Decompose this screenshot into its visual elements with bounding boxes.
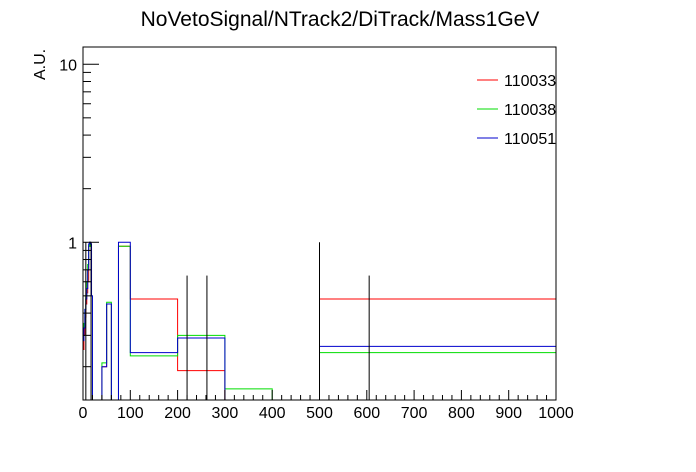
x-tick-label: 700 [401, 405, 428, 422]
x-tick-label: 0 [79, 405, 88, 422]
axes-group: 0 100 200 300 400 500 600 700 800 900 1000 1 10 [59, 57, 574, 422]
y-axis-title: A.U. [32, 49, 49, 80]
legend-label: 110033 [504, 73, 556, 90]
legend-label: 110051 [504, 131, 556, 148]
y-tick-label: 1 [68, 235, 77, 252]
x-tick-label: 1000 [538, 405, 574, 422]
x-tick-label: 800 [448, 405, 475, 422]
y-tick-label: 10 [59, 57, 77, 74]
x-tick-label: 300 [212, 405, 239, 422]
x-tick-label: 400 [259, 405, 286, 422]
chart-title: NoVetoSignal/NTrack2/DiTrack/Mass1GeV [141, 8, 540, 31]
error-bar-group [85, 242, 370, 400]
legend-label: 110038 [504, 102, 556, 119]
legend: 110033 110038 110051 [477, 73, 556, 148]
x-tick-label: 200 [164, 405, 191, 422]
x-tick-label: 900 [495, 405, 522, 422]
x-tick-label: 500 [306, 405, 333, 422]
x-tick-label: 100 [117, 405, 144, 422]
x-tick-label: 600 [353, 405, 380, 422]
